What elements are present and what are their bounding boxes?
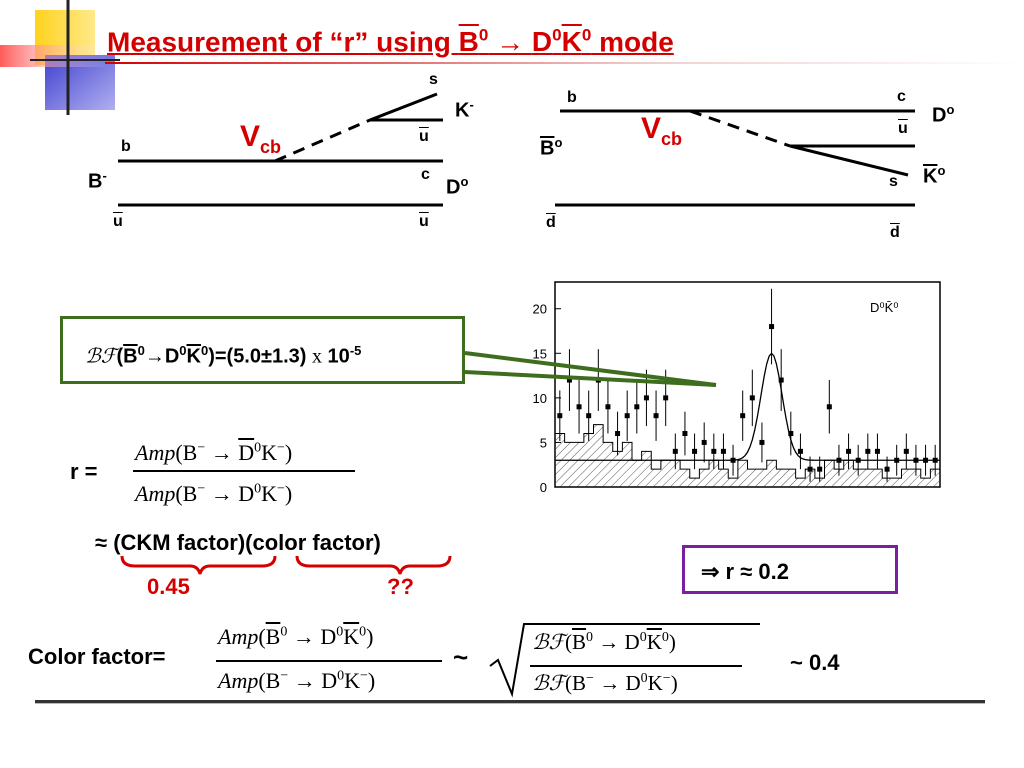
r-equals-label: r = [70, 459, 98, 484]
data-point [701, 439, 707, 445]
data-point [586, 413, 592, 419]
color-factor-denominator: Amp(B− → D0K−) [218, 668, 376, 693]
data-point [874, 448, 880, 454]
color-factor-value: ?? [387, 574, 414, 599]
data-point [769, 324, 775, 330]
color-factor-numerator: Amp(B0 → D0K0) [218, 624, 374, 649]
data-point [624, 413, 630, 419]
y-tick-label: 20 [533, 302, 547, 317]
quark-b-label-right: b [567, 89, 577, 106]
vcb-label-left: Vcb [240, 120, 282, 157]
data-point [817, 466, 823, 472]
sqrt-sign [489, 623, 760, 698]
ckm-color-factor-text: ≈ (CKM factor)(color factor) [95, 530, 381, 555]
d-zero-label-right: Do [932, 102, 955, 127]
mass-histogram-plot: 0 5 10 15 20 D⁰K̄⁰ [533, 281, 941, 495]
data-point [566, 377, 572, 383]
data-point [615, 431, 621, 437]
r-result-text: ⇒ r ≈ 0.2 [701, 559, 789, 584]
data-point [740, 413, 746, 419]
data-point [605, 404, 611, 410]
quark-dbar-left-label: d [546, 214, 556, 231]
bottom-divider [35, 700, 985, 703]
data-point [749, 395, 755, 401]
data-point [903, 448, 909, 454]
quark-ubar-left-label: u [113, 213, 123, 230]
background-histogram [554, 424, 941, 488]
data-point [643, 395, 649, 401]
r-denominator: Amp(B− → D0K−) [135, 481, 293, 506]
data-point [634, 404, 640, 410]
title-underline [105, 62, 1024, 64]
y-tick-label: 0 [540, 480, 547, 495]
r-result-box: ⇒ r ≈ 0.2 [682, 545, 898, 594]
b-minus-label: B- [88, 168, 107, 193]
data-point [720, 448, 726, 454]
d-zero-label-left: Do [446, 174, 469, 199]
plot-legend-label: D⁰K̄⁰ [870, 300, 898, 315]
quark-ubar-top-label: u [419, 128, 429, 145]
data-point [711, 448, 717, 454]
y-tick-label: 15 [533, 346, 547, 361]
color-factor-label: Color factor= [28, 644, 166, 669]
color-factor-fraction-bar [216, 660, 442, 662]
data-point [788, 431, 794, 437]
tilde-symbol: ~ [453, 642, 469, 672]
quark-b-label: b [121, 138, 131, 155]
data-point [682, 431, 688, 437]
bottom-divider-shadow [35, 703, 985, 704]
data-point [759, 439, 765, 445]
color-factor-result: ~ 0.4 [790, 650, 840, 675]
data-point [576, 404, 582, 410]
quark-dbar-right-label: d [890, 224, 900, 241]
b-zero-bar-label: Bo [540, 135, 563, 160]
r-fraction-bar [133, 470, 355, 472]
quark-ubar-label-right: u [898, 120, 908, 137]
kaon-minus-label: K- [455, 97, 474, 122]
data-point [692, 448, 698, 454]
slide-title: Measurement of “r” using B0 → D0K0 mode [107, 26, 674, 58]
quark-c-label-right: c [897, 88, 906, 105]
y-tick-label: 5 [540, 435, 547, 450]
data-point [846, 448, 852, 454]
quark-c-label: c [421, 166, 430, 183]
quark-s-label-right: s [889, 173, 898, 190]
fit-curve [555, 352, 940, 461]
r-numerator: Amp(B− → D0K−) [135, 440, 293, 465]
corner-ornament [0, 0, 120, 115]
vcb-label-right: Vcb [641, 112, 683, 149]
bf-fraction-bar [530, 665, 742, 667]
data-point [826, 404, 832, 410]
data-point [663, 395, 669, 401]
branching-fraction-box: ℬℱ(B0→D0K0)=(5.0±1.3) x 10-5 [60, 316, 465, 384]
bf-denominator: ℬℱ(B− → D0K−) [532, 671, 678, 695]
ckm-factor-value: 0.45 [147, 574, 190, 599]
quark-u-right-label: u [419, 213, 429, 230]
data-point [557, 413, 563, 419]
branching-fraction-text: ℬℱ(B0→D0K0)=(5.0±1.3) x 10-5 [85, 343, 362, 368]
data-point [778, 377, 784, 383]
data-point [653, 413, 659, 419]
data-point [797, 448, 803, 454]
data-point [807, 466, 813, 472]
bf-numerator: ℬℱ(B0 → D0K0) [532, 630, 676, 654]
k-zero-bar-label: Ko [923, 163, 946, 188]
data-point [672, 448, 678, 454]
data-point [865, 448, 871, 454]
data-point [884, 466, 890, 472]
y-tick-label: 10 [533, 391, 547, 406]
quark-s-label: s [429, 71, 438, 88]
